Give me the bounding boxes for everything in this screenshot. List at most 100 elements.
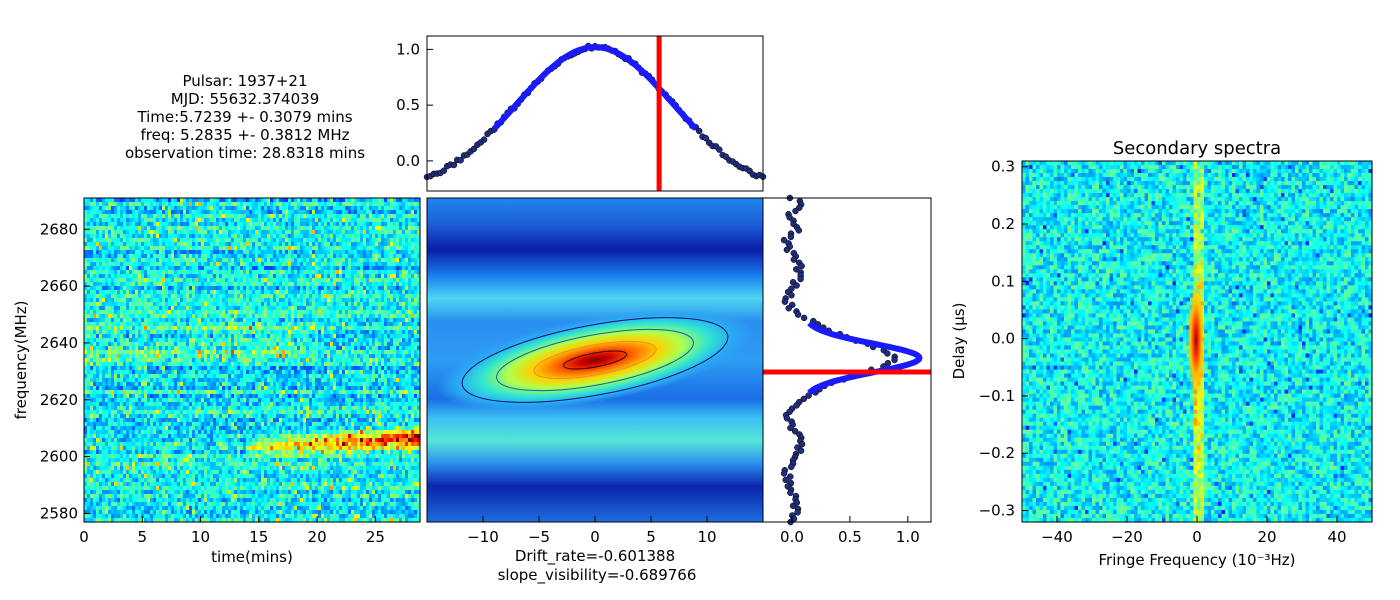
heatmap-cell: [159, 374, 163, 379]
heatmap-cell: [153, 358, 157, 363]
heatmap-cell: [96, 250, 100, 255]
heatmap-cell: [93, 278, 97, 283]
heatmap-cell: [225, 282, 229, 287]
heatmap-cell: [252, 254, 256, 259]
heatmap-cell: [156, 366, 160, 371]
heatmap-cell: [234, 242, 238, 247]
heatmap-cell: [411, 210, 415, 215]
heatmap-cell: [138, 306, 142, 311]
heatmap-cell: [156, 322, 160, 327]
heatmap-cell: [93, 250, 97, 255]
heatmap-cell: [147, 218, 151, 223]
heatmap-cell: [186, 266, 190, 271]
heatmap-cell: [114, 290, 118, 295]
heatmap-cell: [417, 306, 421, 311]
heatmap-cell: [222, 354, 226, 359]
heatmap-cell: [348, 350, 352, 355]
heatmap-cell: [150, 330, 154, 335]
heatmap-cell: [309, 370, 313, 375]
heatmap-cell: [330, 234, 334, 239]
heatmap-cell: [390, 234, 394, 239]
heatmap-cell: [330, 202, 334, 207]
heatmap-cell: [306, 318, 310, 323]
heatmap-cell: [408, 274, 412, 279]
heatmap-cell: [111, 294, 115, 299]
heatmap-cell: [165, 326, 169, 331]
heatmap-cell: [234, 198, 238, 203]
heatmap-cell: [234, 282, 238, 287]
heatmap-cell: [171, 198, 175, 203]
heatmap-cell: [327, 226, 331, 231]
heatmap-cell: [315, 302, 319, 307]
heatmap-cell: [192, 370, 196, 375]
heatmap-cell: [369, 278, 373, 283]
heatmap-cell: [183, 302, 187, 307]
heatmap-cell: [312, 370, 316, 375]
heatmap-cell: [279, 282, 283, 287]
heatmap-cell: [219, 286, 223, 291]
heatmap-cell: [360, 294, 364, 299]
heatmap-cell: [402, 258, 406, 263]
heatmap-cell: [369, 202, 373, 207]
heatmap-cell: [126, 374, 130, 379]
heatmap-cell: [99, 346, 103, 351]
heatmap-cell: [354, 210, 358, 215]
heatmap-cell: [141, 366, 145, 371]
heatmap-cell: [282, 358, 286, 363]
heatmap-cell: [285, 210, 289, 215]
heatmap-cell: [264, 354, 268, 359]
heatmap-cell: [261, 358, 265, 363]
heatmap-cell: [102, 342, 106, 347]
heatmap-cell: [393, 358, 397, 363]
heatmap-cell: [264, 366, 268, 371]
heatmap-cell: [273, 290, 277, 295]
heatmap-cell: [186, 202, 190, 207]
heatmap-cell: [123, 202, 127, 207]
heatmap-cell: [285, 234, 289, 239]
heatmap-cell: [381, 222, 385, 227]
heatmap-cell: [276, 290, 280, 295]
heatmap-cell: [186, 214, 190, 219]
heatmap-cell: [270, 290, 274, 295]
heatmap-cell: [321, 226, 325, 231]
heatmap-cell: [399, 198, 403, 203]
heatmap-cell: [138, 286, 142, 291]
heatmap-cell: [192, 238, 196, 243]
heatmap-cell: [174, 358, 178, 363]
heatmap-cell: [309, 298, 313, 303]
heatmap-cell: [198, 302, 202, 307]
heatmap-cell: [135, 230, 139, 235]
heatmap-cell: [384, 342, 388, 347]
heatmap-cell: [111, 306, 115, 311]
heatmap-cell: [129, 326, 133, 331]
heatmap-cell: [207, 226, 211, 231]
heatmap-cell: [237, 350, 241, 355]
heatmap-cell: [174, 198, 178, 203]
heatmap-cell: [330, 254, 334, 259]
heatmap-cell: [240, 358, 244, 363]
heatmap-cell: [255, 350, 259, 355]
heatmap-cell: [288, 234, 292, 239]
heatmap-cell: [381, 218, 385, 223]
heatmap-cell: [255, 262, 259, 267]
heatmap-cell: [414, 262, 418, 267]
heatmap-cell: [183, 330, 187, 335]
heatmap-cell: [384, 258, 388, 263]
heatmap-cell: [168, 374, 172, 379]
heatmap-cell: [117, 366, 121, 371]
heatmap-cell: [189, 326, 193, 331]
heatmap-cell: [405, 338, 409, 343]
heatmap-cell: [249, 262, 253, 267]
heatmap-cell: [141, 354, 145, 359]
heatmap-cell: [381, 306, 385, 311]
heatmap-cell: [300, 286, 304, 291]
heatmap-cell: [387, 290, 391, 295]
heatmap-cell: [171, 218, 175, 223]
heatmap-cell: [399, 346, 403, 351]
heatmap-cell: [399, 274, 403, 279]
heatmap-cell: [321, 210, 325, 215]
heatmap-cell: [207, 274, 211, 279]
heatmap-cell: [276, 198, 280, 203]
heatmap-cell: [90, 330, 94, 335]
heatmap-cell: [342, 202, 346, 207]
